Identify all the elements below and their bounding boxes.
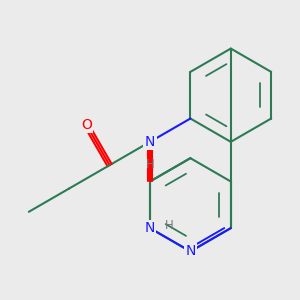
Text: O: O — [81, 118, 92, 132]
Text: N: N — [145, 221, 155, 235]
Text: N: N — [145, 135, 155, 149]
Text: O: O — [145, 135, 155, 149]
Text: N: N — [185, 244, 196, 258]
Text: H: H — [146, 158, 154, 171]
Text: H: H — [165, 219, 174, 232]
